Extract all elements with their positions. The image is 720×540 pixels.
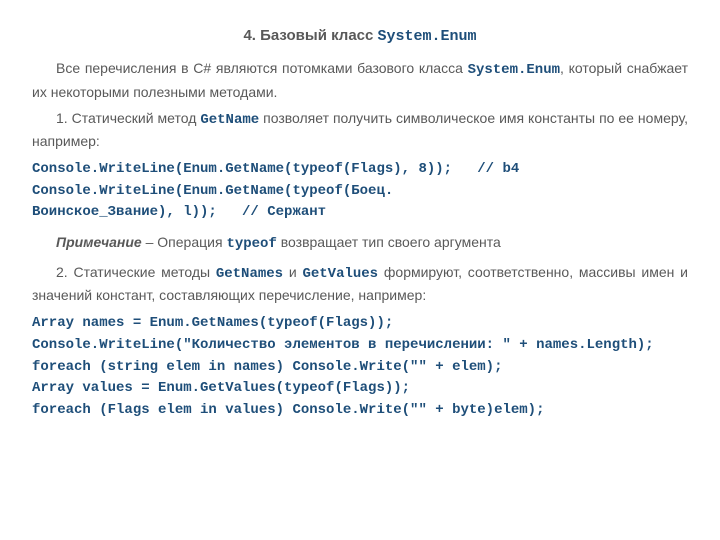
note: Примечание – Операция typeof возвращает … (32, 232, 688, 256)
p3-c: и (283, 264, 302, 280)
note-d: возвращает тип своего аргумента (277, 234, 501, 250)
title-text: Базовый класс (260, 27, 377, 44)
code-block-2: Array names = Enum.GetNames(typeof(Flags… (32, 313, 688, 421)
title-code: System.Enum (378, 28, 477, 45)
paragraph-1: Все перечисления в C# являются потомками… (32, 58, 688, 103)
code-block-1: Console.WriteLine(Enum.GetName(typeof(Fl… (32, 159, 688, 224)
p2-b: GetName (200, 112, 259, 128)
note-a: Примечание (56, 234, 142, 250)
p1-a: Все перечисления в C# являются потомками… (56, 60, 468, 76)
title-number: 4. (243, 27, 260, 44)
p1-b: System.Enum (468, 62, 560, 78)
note-b: – Операция (142, 234, 227, 250)
p3-a: 2. Статические методы (56, 264, 216, 280)
paragraph-2: 1. Статический метод GetName позволяет п… (32, 108, 688, 153)
note-c: typeof (226, 236, 276, 252)
p3-b: GetNames (216, 266, 283, 282)
p2-a: 1. Статический метод (56, 110, 200, 126)
p3-d: GetValues (302, 266, 378, 282)
section-title: 4. Базовый класс System.Enum (32, 24, 688, 48)
paragraph-3: 2. Статические методы GetNames и GetValu… (32, 262, 688, 307)
